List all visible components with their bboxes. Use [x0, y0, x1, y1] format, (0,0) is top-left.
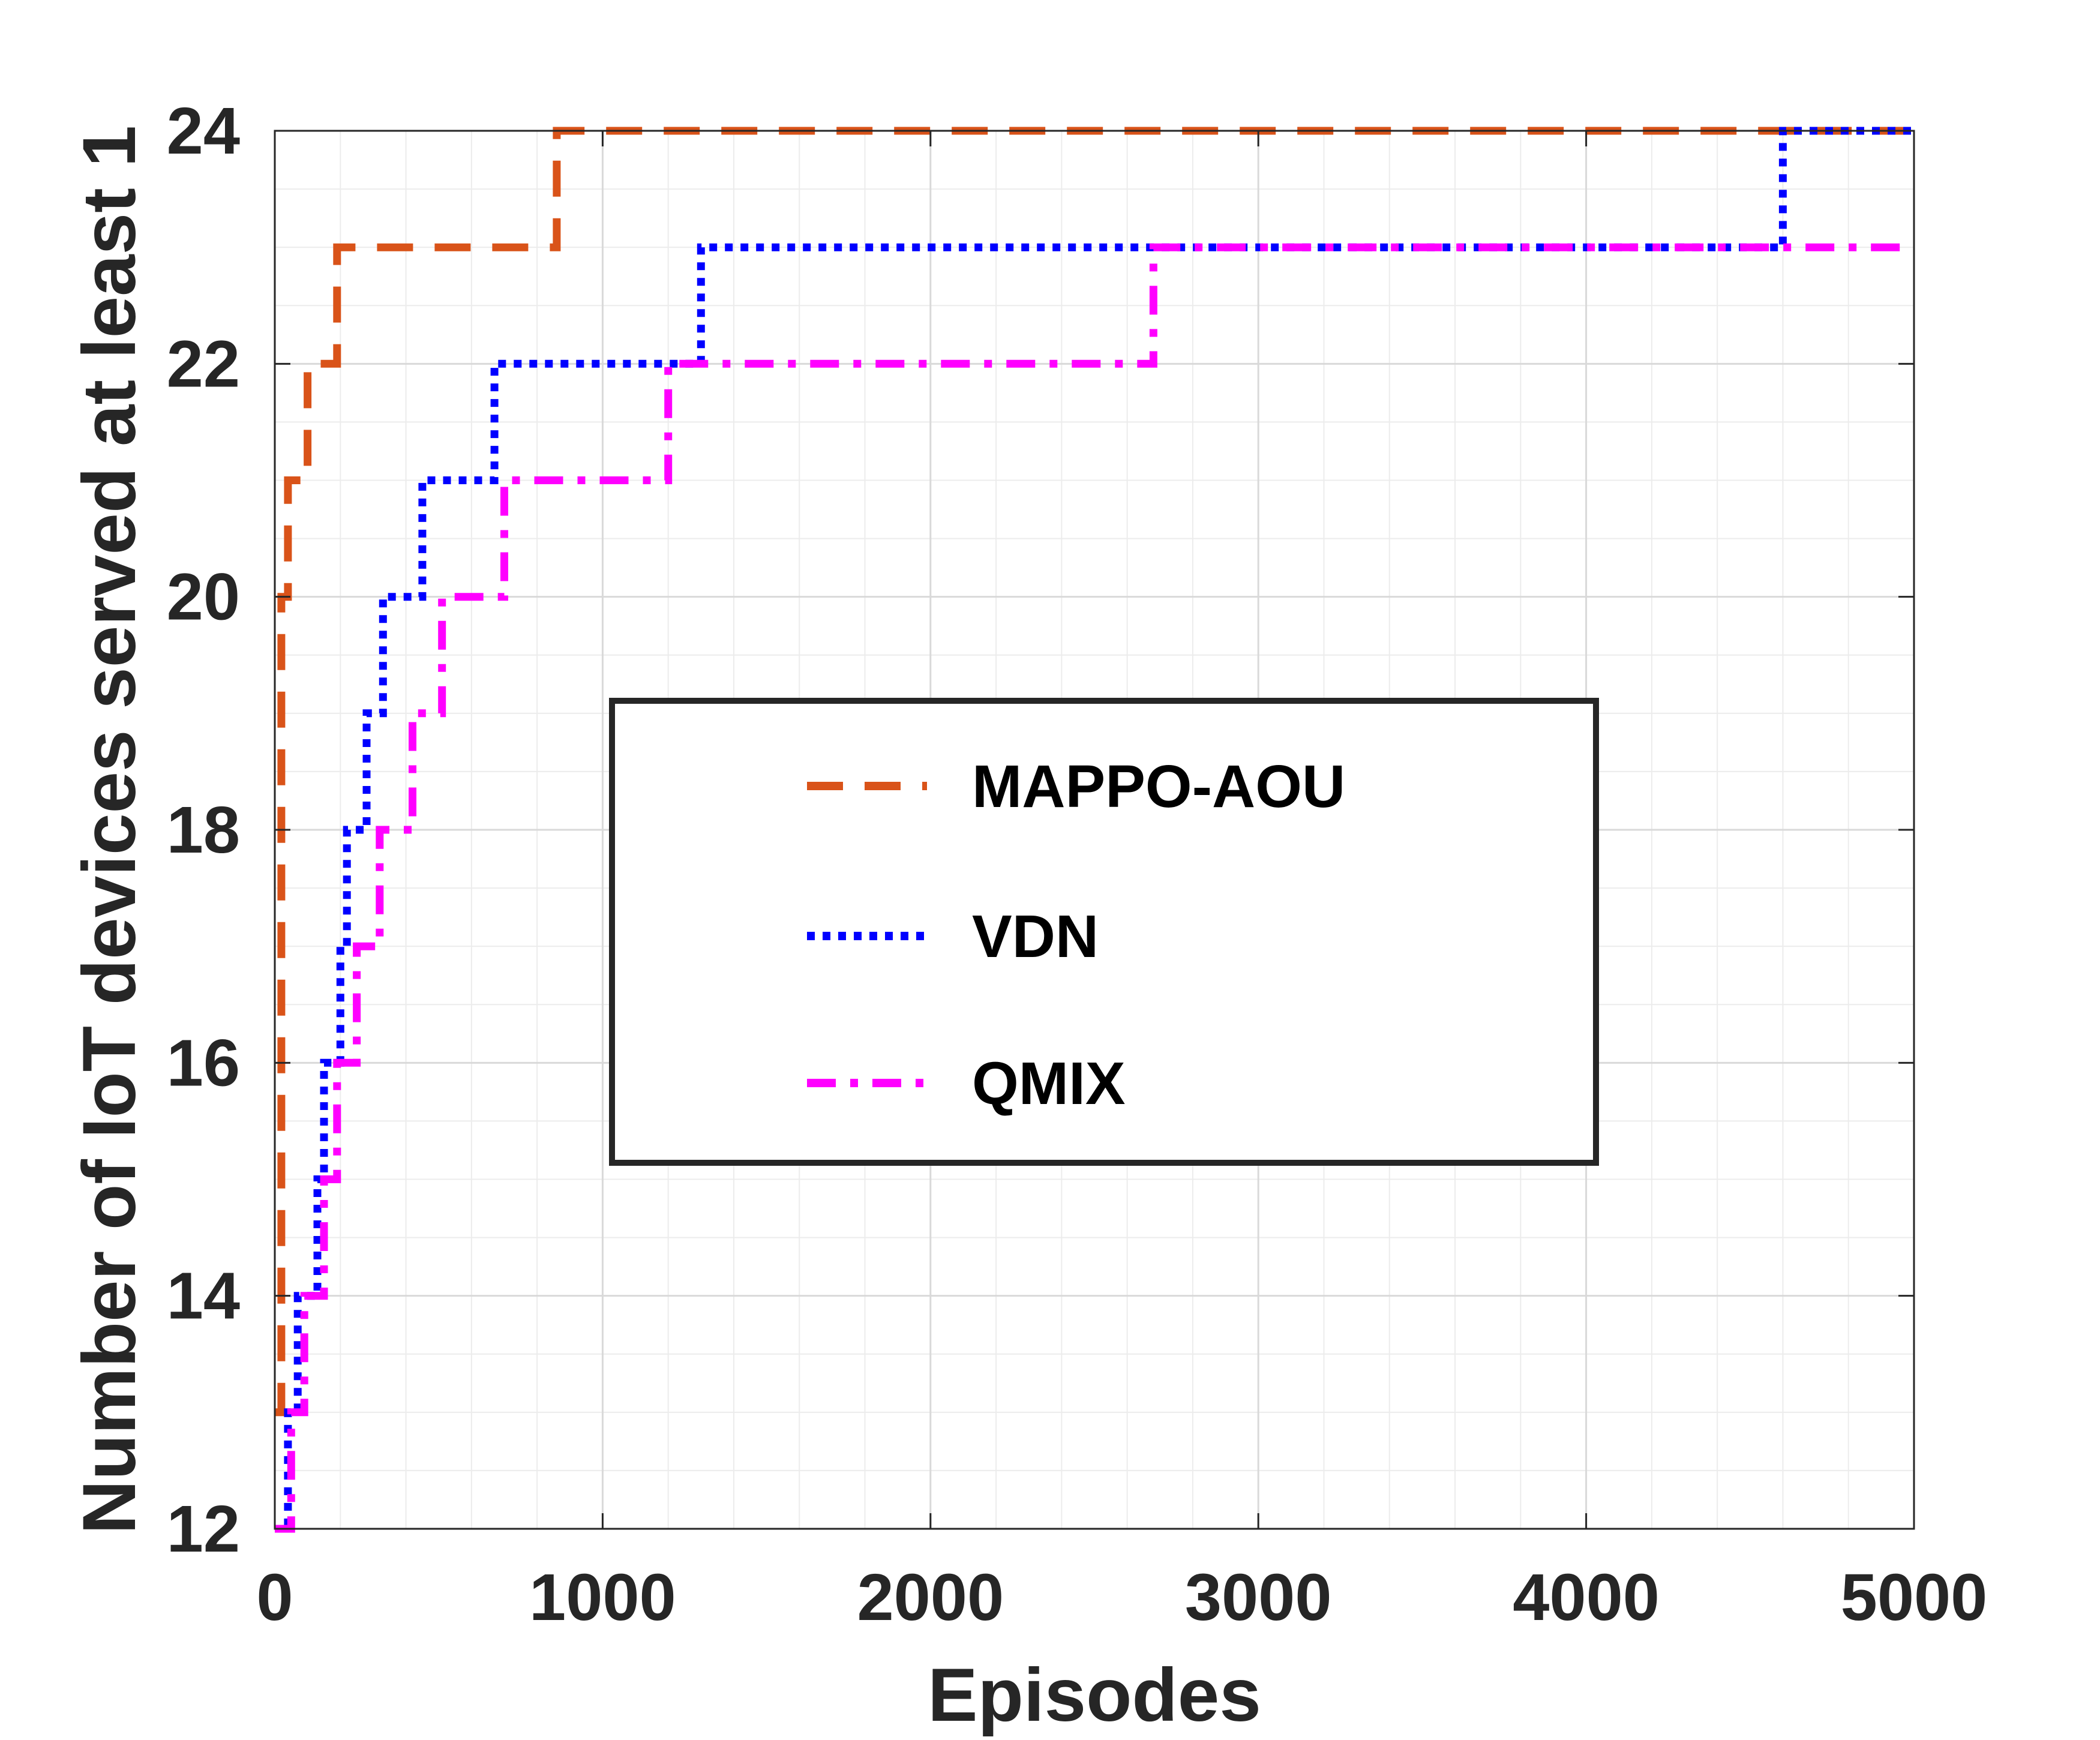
x-tick-label: 3000 [1185, 1561, 1332, 1634]
legend-label-qmix: QMIX [972, 1050, 1126, 1117]
y-tick-label: 20 [167, 560, 240, 634]
x-tick-labels: 0 1000 2000 3000 4000 5000 [256, 1561, 1987, 1634]
x-tick-label: 2000 [857, 1561, 1004, 1634]
x-tick-label: 5000 [1841, 1561, 1988, 1634]
legend-label-vdn: VDN [972, 903, 1099, 970]
y-tick-label: 16 [167, 1026, 240, 1100]
legend-box [609, 698, 1599, 1166]
y-tick-labels: 12 14 16 18 20 22 24 [167, 94, 240, 1566]
y-tick-label: 18 [167, 793, 240, 867]
series-layer [275, 127, 1914, 1533]
x-tick-label: 0 [256, 1561, 293, 1634]
legend: MAPPO-AOU VDN QMIX [609, 698, 1599, 1166]
y-tick-label: 22 [167, 327, 240, 401]
y-tick-label: 14 [167, 1259, 240, 1333]
y-tick-label: 24 [167, 94, 240, 168]
x-tick-label: 4000 [1513, 1561, 1660, 1634]
y-axis-title: Number of IoT devices served at least 1 [68, 125, 151, 1534]
x-tick-label: 1000 [529, 1561, 676, 1634]
series-line-qmix [275, 243, 1914, 1533]
y-tick-label: 12 [167, 1492, 240, 1566]
series-line-mappo-aou [275, 127, 1914, 1417]
x-axis-title: Episodes [928, 1654, 1261, 1737]
axis-ticks [274, 130, 1915, 1530]
legend-label-mappo-aou: MAPPO-AOU [972, 753, 1345, 820]
